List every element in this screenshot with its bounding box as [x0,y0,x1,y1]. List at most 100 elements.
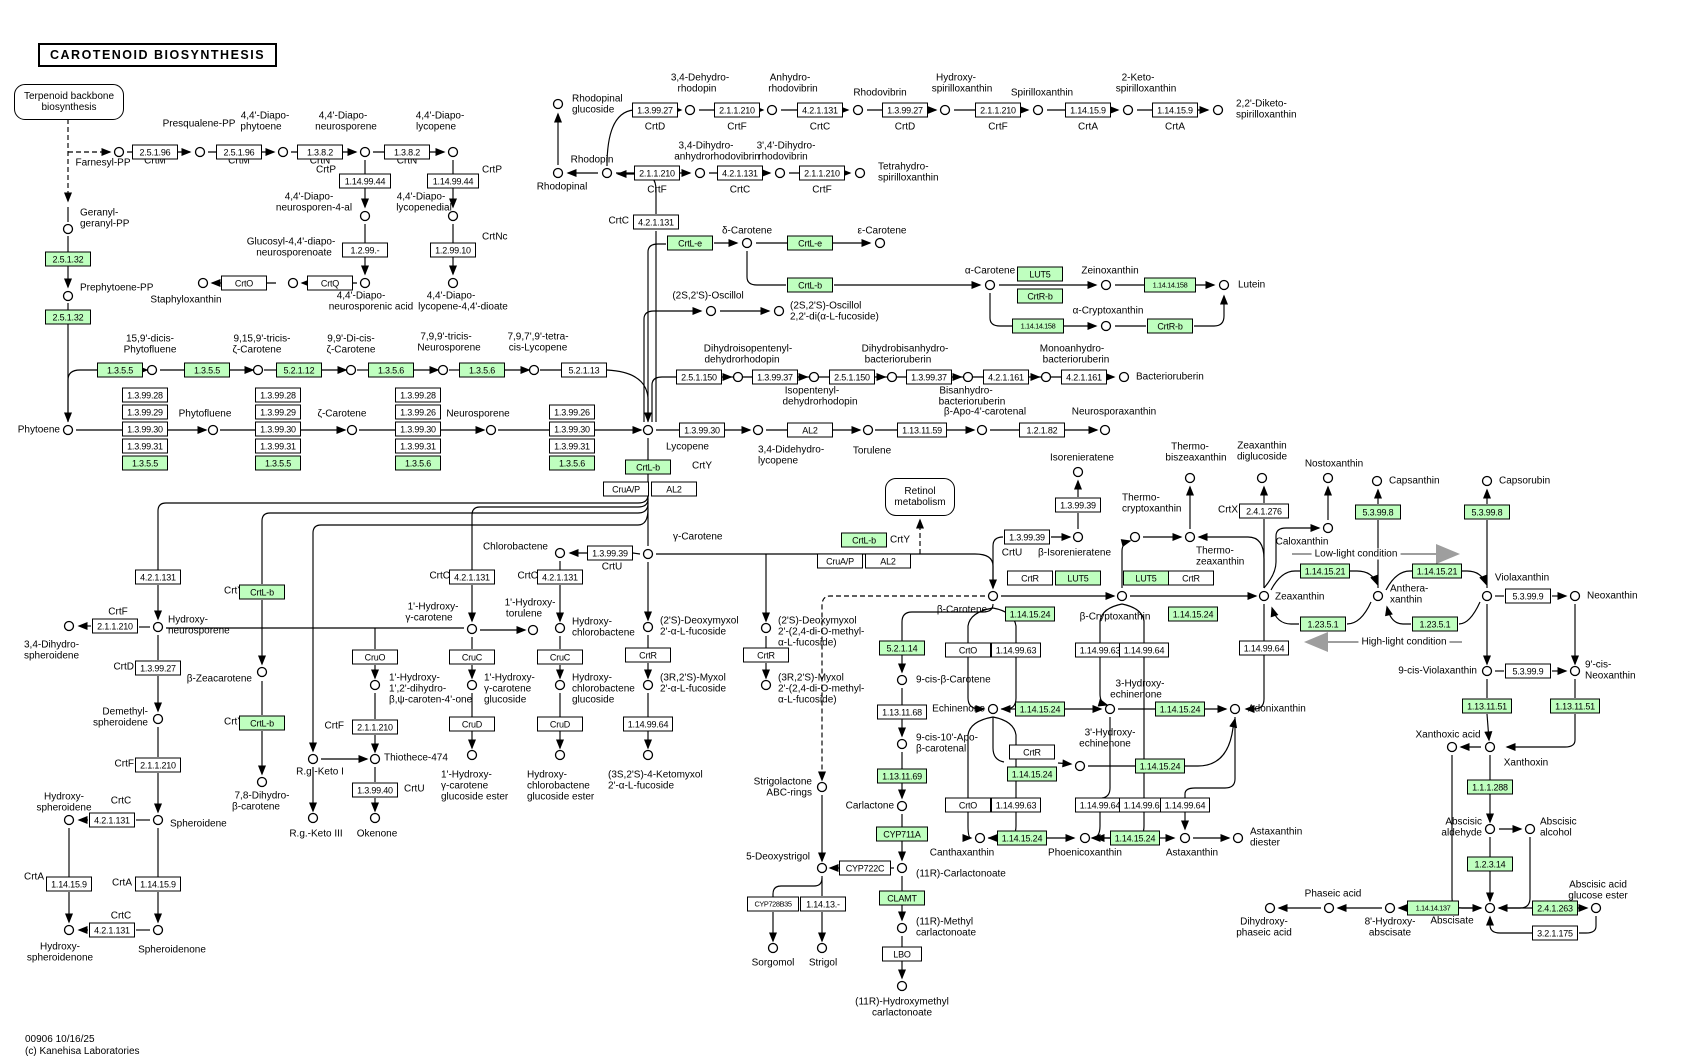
compound-node[interactable] [63,620,75,632]
enzyme-box-1-13-11-51[interactable]: 1.13.11.51 [1462,698,1512,714]
enzyme-box-crto[interactable]: CrtO [945,797,991,813]
enzyme-box-1-13-11-59[interactable]: 1.13.11.59 [897,422,947,438]
compound-node[interactable] [113,146,125,158]
enzyme-box-1-3-99-27[interactable]: 1.3.99.27 [135,660,181,676]
enzyme-box-1-3-5-5[interactable]: 1.3.5.5 [97,362,143,378]
enzyme-box-5-3-99-8[interactable]: 5.3.99.8 [1464,504,1510,520]
enzyme-box-1-14-15-9[interactable]: 1.14.15.9 [1152,102,1198,118]
enzyme-box-2-1-1-210[interactable]: 2.1.1.210 [714,102,760,118]
enzyme-box-cruc[interactable]: CruC [449,649,495,665]
compound-node[interactable] [886,371,898,383]
compound-node[interactable] [437,364,449,376]
enzyme-box-2-1-1-210[interactable]: 2.1.1.210 [634,165,680,181]
enzyme-box-1-1-1-288[interactable]: 1.1.1.288 [1467,779,1513,795]
enzyme-box-1-14-15-24[interactable]: 1.14.15.24 [1155,701,1205,717]
compound-node[interactable] [1104,703,1116,715]
enzyme-box-1-2-99-[interactable]: 1.2.99.- [342,242,388,258]
compound-node[interactable] [694,167,706,179]
compound-node[interactable] [552,167,564,179]
compound-node[interactable] [642,424,654,436]
compound-node[interactable] [207,424,219,436]
enzyme-box-1-3-99-29[interactable]: 1.3.99.29 [122,404,168,420]
enzyme-box-1-23-5-1[interactable]: 1.23.5.1 [1300,616,1346,632]
enzyme-box-al2[interactable]: AL2 [651,481,697,497]
enzyme-box-1-3-99-40[interactable]: 1.3.99.40 [352,782,398,798]
enzyme-box-1-14-15-9[interactable]: 1.14.15.9 [1065,102,1111,118]
enzyme-box-1-3-99-28[interactable]: 1.3.99.28 [255,387,301,403]
enzyme-box-1-3-5-6[interactable]: 1.3.5.6 [395,455,441,471]
enzyme-box-5-3-99-8[interactable]: 5.3.99.8 [1355,504,1401,520]
compound-node[interactable] [62,223,74,235]
compound-node[interactable] [1371,475,1383,487]
compound-node[interactable] [816,942,828,954]
enzyme-box-lut5[interactable]: LUT5 [1123,570,1169,586]
compound-node[interactable] [466,623,478,635]
compound-node[interactable] [345,364,357,376]
compound-node[interactable] [896,980,908,992]
enzyme-box-1-3-99-31[interactable]: 1.3.99.31 [395,438,441,454]
compound-node[interactable] [528,364,540,376]
compound-node[interactable] [684,104,696,116]
enzyme-box-1-3-99-28[interactable]: 1.3.99.28 [395,387,441,403]
compound-node[interactable] [774,167,786,179]
enzyme-box-crtl-b[interactable]: CrtL-b [239,715,285,731]
enzyme-box-1-14-15-24[interactable]: 1.14.15.24 [1005,606,1055,622]
compound-node[interactable] [1484,902,1496,914]
compound-node[interactable] [1481,590,1493,602]
compound-node[interactable] [1481,475,1493,487]
compound-node[interactable] [987,590,999,602]
compound-node[interactable] [1218,279,1230,291]
compound-node[interactable] [62,290,74,302]
enzyme-box-crtr[interactable]: CrtR [1168,570,1214,586]
enzyme-box-crtl-b[interactable]: CrtL-b [625,459,671,475]
enzyme-box-4-2-1-131[interactable]: 4.2.1.131 [89,922,135,938]
enzyme-box-cruo[interactable]: CruO [352,649,398,665]
compound-node[interactable] [554,749,566,761]
compound-node[interactable] [1322,472,1334,484]
enzyme-box-4-2-1-131[interactable]: 4.2.1.131 [797,102,843,118]
enzyme-box-1-3-5-5[interactable]: 1.3.5.5 [184,362,230,378]
enzyme-box-1-3-8-2[interactable]: 1.3.8.2 [297,144,343,160]
enzyme-box-crtl-b[interactable]: CrtL-b [239,584,285,600]
compound-node[interactable] [1032,104,1044,116]
enzyme-box-2-1-1-210[interactable]: 2.1.1.210 [975,102,1021,118]
enzyme-box-crtl-b[interactable]: CrtL-b [841,532,887,548]
compound-node[interactable] [307,812,319,824]
enzyme-box-lut5[interactable]: LUT5 [1055,570,1101,586]
compound-node[interactable] [1100,279,1112,291]
enzyme-box-crtl-e[interactable]: CrtL-e [667,235,713,251]
enzyme-box-1-14-99-64[interactable]: 1.14.99.64 [1075,797,1125,813]
compound-node[interactable] [152,621,164,633]
compound-node[interactable] [1256,472,1268,484]
compound-node[interactable] [552,98,564,110]
compound-node[interactable] [741,237,753,249]
compound-node[interactable] [987,703,999,715]
enzyme-box-1-3-99-26[interactable]: 1.3.99.26 [395,404,441,420]
compound-node[interactable] [974,832,986,844]
compound-node[interactable] [152,814,164,826]
enzyme-box-1-3-99-39[interactable]: 1.3.99.39 [1055,497,1101,513]
compound-node[interactable] [527,624,539,636]
enzyme-box-4-2-1-161[interactable]: 4.2.1.161 [983,369,1029,385]
enzyme-box-1-3-99-37[interactable]: 1.3.99.37 [906,369,952,385]
enzyme-box-1-14-15-24[interactable]: 1.14.15.24 [1110,830,1160,846]
compound-node[interactable] [1040,371,1052,383]
enzyme-box-cyp728b35[interactable]: CYP728B35 [747,896,799,912]
compound-node[interactable] [359,277,371,289]
compound-node[interactable] [359,146,371,158]
enzyme-box-1-14-14-158[interactable]: 1.14.14.158 [1012,318,1064,334]
enzyme-box-4-2-1-131[interactable]: 4.2.1.131 [89,812,135,828]
enzyme-box-cruc[interactable]: CruC [537,649,583,665]
compound-node[interactable] [1569,590,1581,602]
compound-node[interactable] [287,277,299,289]
compound-node[interactable] [642,548,654,560]
enzyme-box-lut5[interactable]: LUT5 [1017,266,1063,282]
enzyme-box-crtr[interactable]: CrtR [1007,570,1053,586]
enzyme-box-1-14-15-9[interactable]: 1.14.15.9 [135,876,181,892]
enzyme-box-1-14-99-64[interactable]: 1.14.99.64 [1239,640,1289,656]
enzyme-box-2-4-1-276[interactable]: 2.4.1.276 [1239,503,1289,519]
enzyme-box-1-3-5-6[interactable]: 1.3.5.6 [549,455,595,471]
enzyme-box-1-14-14-158[interactable]: 1.14.14.158 [1144,277,1196,293]
enzyme-box-1-14-15-24[interactable]: 1.14.15.24 [997,830,1047,846]
enzyme-box-1-3-5-5[interactable]: 1.3.5.5 [122,455,168,471]
